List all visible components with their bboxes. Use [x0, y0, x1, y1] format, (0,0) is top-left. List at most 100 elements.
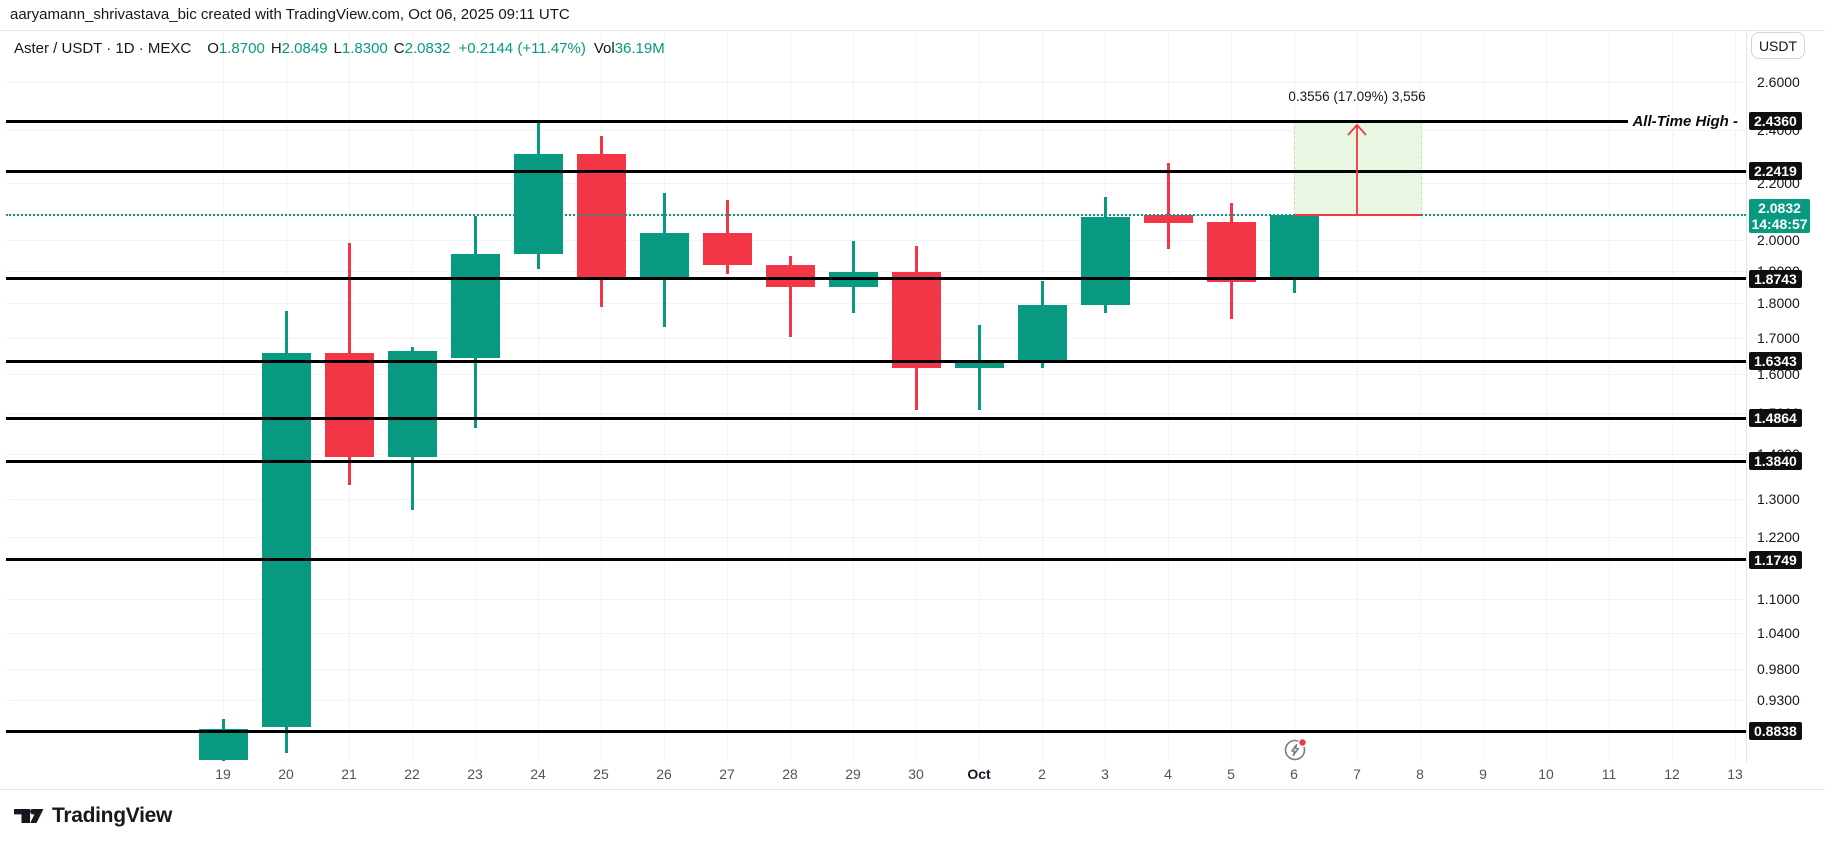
price-axis-divider[interactable]: [1746, 30, 1747, 762]
attribution-text: aaryamann_shrivastava_bic created with T…: [10, 6, 570, 23]
grid-vline: [663, 30, 665, 762]
date-label-12[interactable]: 12: [1664, 766, 1680, 782]
price-level-line-1.3840[interactable]: [6, 459, 1746, 463]
candle-26-body: [639, 232, 689, 278]
date-label-3[interactable]: 3: [1101, 766, 1109, 782]
grid-vline: [222, 30, 224, 762]
close-value: 2.0832: [404, 40, 451, 57]
price-level-line-1.1749[interactable]: [6, 558, 1746, 562]
chart-bottom-border: [0, 789, 1825, 790]
grid-hline: [6, 498, 1746, 500]
candle-Oct-body: [954, 361, 1004, 368]
date-label-22[interactable]: 22: [404, 766, 420, 782]
price-level-badge-1.6343: 1.6343: [1749, 352, 1802, 371]
price-level-line-1.6343[interactable]: [6, 359, 1746, 363]
grid-vline: [1671, 30, 1673, 762]
date-label-24[interactable]: 24: [530, 766, 546, 782]
date-label-10[interactable]: 10: [1538, 766, 1554, 782]
price-level-line-1.8743[interactable]: [6, 277, 1746, 281]
open-value: 1.8700: [218, 40, 265, 57]
date-label-13[interactable]: 13: [1727, 766, 1743, 782]
date-label-29[interactable]: 29: [845, 766, 861, 782]
close-label: C: [393, 40, 405, 57]
candle-4-wick: [1166, 163, 1170, 249]
price-level-badge-1.1749: 1.1749: [1749, 550, 1802, 569]
currency-toggle-button[interactable]: USDT: [1751, 32, 1805, 59]
price-tick-0.9800[interactable]: 0.9800: [1757, 660, 1800, 677]
grid-vline: [1356, 30, 1358, 762]
date-label-2[interactable]: 2: [1038, 766, 1046, 782]
grid-vline: [1482, 30, 1484, 762]
candle-30-body: [891, 271, 941, 368]
candle-3-body: [1080, 216, 1130, 306]
low-value: 1.8300: [341, 40, 388, 57]
date-label-7[interactable]: 7: [1353, 766, 1361, 782]
candle-27-body: [702, 232, 752, 266]
grid-hline: [6, 599, 1746, 601]
price-tick-1.2200[interactable]: 1.2200: [1757, 529, 1800, 546]
grid-hline: [6, 374, 1746, 375]
price-tick-1.1000[interactable]: 1.1000: [1757, 591, 1800, 608]
price-level-badge-1.8743: 1.8743: [1749, 269, 1802, 288]
tradingview-logo[interactable]: TradingView: [14, 804, 172, 828]
price-level-line-2.2419[interactable]: [6, 169, 1746, 173]
grid-vline: [1608, 30, 1610, 762]
date-label-4[interactable]: 4: [1164, 766, 1172, 782]
current-price-line: [6, 214, 1746, 217]
date-label-27[interactable]: 27: [719, 766, 735, 782]
price-tick-1.7000[interactable]: 1.7000: [1757, 329, 1800, 346]
open-label: O: [207, 40, 219, 57]
grid-vline: [1104, 30, 1106, 762]
grid-hline: [6, 454, 1746, 456]
price-tick-0.9300[interactable]: 0.9300: [1757, 692, 1800, 709]
grid-hline: [6, 337, 1746, 339]
projection-range-box[interactable]: [1294, 121, 1422, 216]
change-value: +0.2144 (+11.47%): [458, 40, 586, 57]
price-level-line-2.4360[interactable]: [6, 119, 1648, 123]
grid-hline: [6, 239, 1746, 241]
price-level-badge-1.3840: 1.3840: [1749, 452, 1802, 471]
date-label-26[interactable]: 26: [656, 766, 672, 782]
date-label-23[interactable]: 23: [467, 766, 483, 782]
grid-hline: [6, 633, 1746, 635]
date-label-20[interactable]: 20: [278, 766, 294, 782]
candle-4-body: [1143, 215, 1193, 224]
date-label-30[interactable]: 30: [908, 766, 924, 782]
grid-vline: [1419, 30, 1421, 762]
price-tick-2.6000[interactable]: 2.6000: [1757, 74, 1800, 90]
current-price-value: 2.0832: [1758, 200, 1801, 216]
price-level-line-1.4864[interactable]: [6, 416, 1746, 420]
date-label-9[interactable]: 9: [1479, 766, 1487, 782]
grid-vline: [1734, 30, 1736, 762]
candle-2-body: [1017, 305, 1067, 362]
date-label-21[interactable]: 21: [341, 766, 357, 782]
high-label: H: [270, 40, 282, 57]
price-tick-1.0400[interactable]: 1.0400: [1757, 625, 1800, 642]
candle-19-body: [198, 728, 248, 761]
date-label-25[interactable]: 25: [593, 766, 609, 782]
candle-6-body: [1269, 215, 1319, 281]
all-time-high-label[interactable]: All-Time High -: [1628, 113, 1742, 130]
lightning-notification-icon[interactable]: [1282, 736, 1309, 768]
date-label-19[interactable]: 19: [215, 766, 231, 782]
price-level-line-0.8838[interactable]: [6, 729, 1746, 733]
candle-23-body: [450, 254, 500, 359]
date-label-11[interactable]: 11: [1601, 766, 1617, 782]
date-label-Oct[interactable]: Oct: [967, 766, 991, 782]
price-level-badge-0.8838: 0.8838: [1749, 722, 1802, 740]
projection-measure-label: 0.3556 (17.09%) 3,556: [1288, 89, 1426, 105]
price-tick-2.0000[interactable]: 2.0000: [1757, 231, 1800, 248]
price-tick-1.3000[interactable]: 1.3000: [1757, 490, 1800, 507]
date-label-6[interactable]: 6: [1290, 766, 1298, 782]
volume-value: 36.19M: [614, 40, 665, 57]
tradingview-logo-icon: [14, 808, 44, 824]
price-tick-1.8000[interactable]: 1.8000: [1757, 295, 1800, 312]
date-label-8[interactable]: 8: [1416, 766, 1424, 782]
date-label-28[interactable]: 28: [782, 766, 798, 782]
projection-bottom-border: [1294, 214, 1421, 217]
date-label-5[interactable]: 5: [1227, 766, 1235, 782]
symbol-title: Aster / USDT · 1D · MEXC: [14, 40, 192, 57]
chart-top-border: [0, 30, 1825, 31]
grid-hline: [6, 303, 1746, 305]
